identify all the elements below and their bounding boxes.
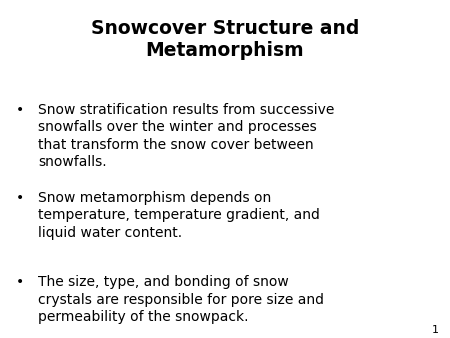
Text: The size, type, and bonding of snow
crystals are responsible for pore size and
p: The size, type, and bonding of snow crys… bbox=[38, 275, 324, 324]
Text: Snowcover Structure and
Metamorphism: Snowcover Structure and Metamorphism bbox=[91, 19, 359, 61]
Text: •: • bbox=[16, 103, 24, 117]
Text: 1: 1 bbox=[432, 324, 439, 335]
Text: •: • bbox=[16, 275, 24, 289]
Text: Snow metamorphism depends on
temperature, temperature gradient, and
liquid water: Snow metamorphism depends on temperature… bbox=[38, 191, 320, 240]
Text: Snow stratification results from successive
snowfalls over the winter and proces: Snow stratification results from success… bbox=[38, 103, 335, 169]
Text: •: • bbox=[16, 191, 24, 205]
